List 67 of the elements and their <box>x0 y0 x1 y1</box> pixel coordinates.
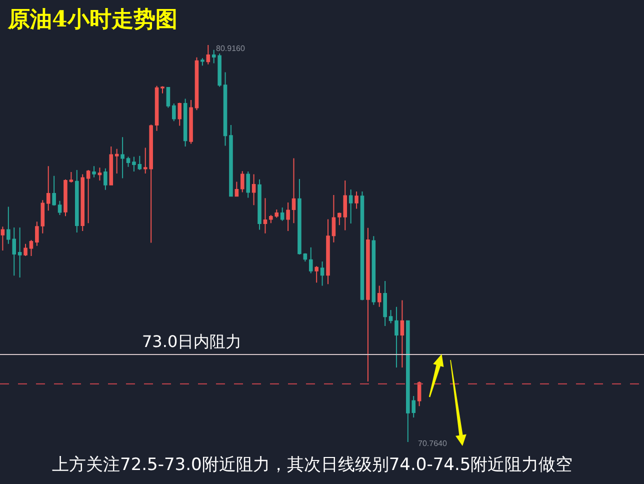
candlestick <box>280 207 284 222</box>
candlestick <box>263 198 268 234</box>
candlestick <box>252 174 256 206</box>
candlestick <box>64 178 68 217</box>
candlestick <box>286 202 290 232</box>
annotation: 70.7640 <box>418 439 448 448</box>
candlestick <box>109 146 114 186</box>
candlestick <box>417 381 422 407</box>
candlestick <box>29 239 34 257</box>
candlestick <box>206 44 210 65</box>
candlestick <box>52 175 56 206</box>
candlestick <box>160 86 164 94</box>
candlestick <box>332 194 336 243</box>
candlestick <box>18 226 22 278</box>
candlestick <box>92 166 96 178</box>
candlestick <box>366 227 370 382</box>
candlestick <box>194 56 199 111</box>
candlestick <box>200 58 204 66</box>
candlestick <box>394 306 398 368</box>
candlestick <box>246 171 250 198</box>
candlestick <box>292 158 296 224</box>
candlestick <box>223 72 228 146</box>
candlestick <box>98 167 102 182</box>
ref-line-label: 73.0日内阻力 <box>142 332 242 351</box>
candlestick <box>58 200 62 216</box>
candlestick <box>320 260 324 286</box>
text: 上方关注72.5-73.0附近阻力，其次日线级别74.0-74.5附近阻力做空 <box>52 455 573 475</box>
candlestick <box>377 285 382 308</box>
candlestick <box>348 189 353 224</box>
candlestick <box>120 136 124 179</box>
candlestick <box>104 168 108 190</box>
candlestick <box>132 156 136 172</box>
candlestick <box>126 156 130 168</box>
candlestick <box>154 85 159 132</box>
candlestick <box>69 171 74 183</box>
candlestick <box>303 252 308 262</box>
candlestick <box>308 246 313 274</box>
candlestick <box>74 169 79 234</box>
candlestick <box>360 190 364 301</box>
candlestick <box>298 178 302 255</box>
candlestick <box>314 266 318 284</box>
candlestick <box>0 226 5 252</box>
candlestick <box>258 178 262 230</box>
candlestick <box>383 280 387 327</box>
candlestick <box>183 98 188 148</box>
candlestick <box>189 99 193 144</box>
candlestick <box>354 190 358 210</box>
candlestick <box>35 221 39 246</box>
candlestick <box>172 103 176 122</box>
candlestick <box>166 86 170 108</box>
candlestick <box>178 102 182 126</box>
candlestick <box>40 200 45 234</box>
candlestick <box>80 174 84 232</box>
candlestick <box>138 155 142 170</box>
candlestick <box>400 300 404 368</box>
candlestick <box>372 236 376 306</box>
candlestick <box>229 124 233 198</box>
candlestick <box>46 166 50 212</box>
candlestick <box>240 170 244 193</box>
candlestick <box>86 169 90 224</box>
candlestick <box>388 309 393 324</box>
chart-title: 原油4小时走势图 <box>7 6 178 33</box>
candlestick <box>24 243 28 257</box>
candlestick <box>326 218 330 285</box>
annotation: 80.9160 <box>216 44 246 53</box>
candlestick <box>234 181 239 198</box>
candlestick <box>114 148 119 174</box>
